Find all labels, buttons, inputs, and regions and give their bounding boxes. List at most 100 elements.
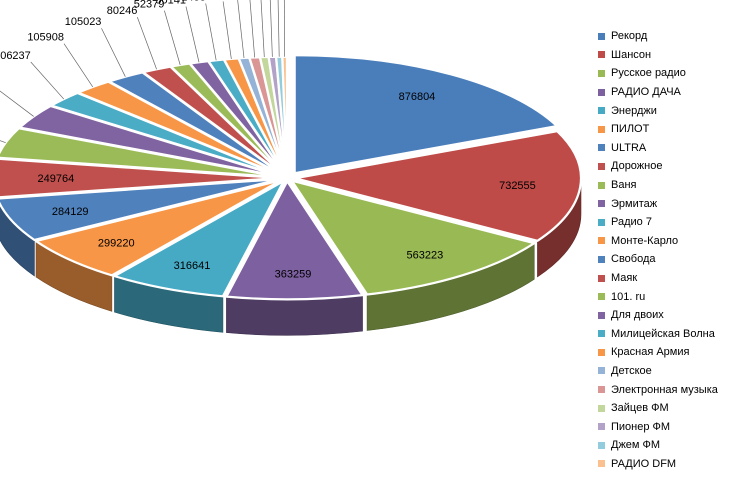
legend-label: Детское — [611, 364, 652, 377]
legend-swatch — [598, 423, 605, 431]
leader-line — [30, 61, 65, 100]
legend-label: Эрмитаж — [611, 197, 658, 210]
data-label: 732555 — [499, 180, 536, 192]
legend-label: РАДИО DFM — [611, 457, 677, 470]
pie-chart-svg: 876804 732555 563223 363259 316641 299220 2841… — [0, 0, 583, 336]
leader-line — [249, 0, 256, 58]
legend-item: Детское — [598, 362, 734, 381]
legend-swatch — [598, 274, 605, 282]
legend-item: Маяк — [598, 269, 734, 288]
legend-item: Русское радио — [598, 64, 734, 83]
pie-slice-0 — [293, 54, 559, 175]
legend-label: Зайцев ФМ — [611, 402, 669, 415]
legend-swatch — [598, 237, 605, 245]
legend-label: Милицейская Волна — [611, 327, 715, 340]
legend-item: Радио 7 — [598, 213, 734, 232]
legend-label: РАДИО ДАЧА — [611, 86, 681, 99]
legend-label: Свобода — [611, 253, 656, 266]
legend-swatch — [598, 218, 605, 226]
data-label: 52379 — [134, 0, 165, 11]
leader-line — [205, 3, 217, 61]
pie-slice-4 — [113, 179, 285, 298]
legend-swatch — [598, 330, 605, 338]
legend-item: Для двоих — [598, 306, 734, 325]
data-label: 105908 — [27, 32, 64, 44]
pie-slice-23 — [281, 55, 289, 176]
legend-swatch — [598, 200, 605, 208]
leader-line — [0, 90, 34, 117]
data-label: 284129 — [52, 206, 89, 218]
legend-item: Рекорд — [598, 27, 734, 46]
legend-label: ПИЛОТ — [611, 123, 650, 136]
data-label: 41488 — [175, 0, 206, 3]
legend-swatch — [598, 88, 605, 96]
chart-legend: Рекорд Шансон Русское радио РАДИО ДАЧА Энерд… — [598, 27, 734, 473]
leader-line — [164, 10, 181, 66]
leader-line — [260, 0, 265, 58]
legend-item: Красная Армия — [598, 343, 734, 362]
pie-slice-1 — [293, 130, 583, 242]
leader-line — [269, 0, 273, 57]
pie-slice-5 — [34, 179, 283, 277]
legend-label: Энерджи — [611, 104, 657, 117]
legend-swatch — [598, 125, 605, 133]
leader-line — [136, 16, 157, 70]
legend-item: Монте-Карло — [598, 232, 734, 251]
pie-chart: 876804 732555 563223 363259 316641 299220 2841… — [0, 0, 583, 336]
legend-item: 101. ru — [598, 287, 734, 306]
pie-slice-2 — [290, 179, 536, 296]
legend-item: ULTRA — [598, 139, 734, 158]
legend-item: Свобода — [598, 250, 734, 269]
legend-label: Радио 7 — [611, 216, 652, 229]
legend-item: Электронная музыка — [598, 380, 734, 399]
legend-item: РАДИО ДАЧА — [598, 83, 734, 102]
data-label: 299220 — [98, 237, 135, 249]
legend-label: Шансон — [611, 48, 652, 61]
legend-swatch — [598, 181, 605, 189]
legend-swatch — [598, 404, 605, 412]
legend-swatch — [598, 144, 605, 152]
pie-slice-side — [226, 294, 363, 336]
legend-swatch — [598, 107, 605, 115]
legend-swatch — [598, 386, 605, 394]
leader-line — [185, 6, 200, 63]
data-label: 363259 — [275, 268, 312, 280]
data-label: 249764 — [38, 173, 75, 185]
legend-swatch — [598, 32, 605, 40]
leader-line — [101, 28, 126, 77]
data-label: 106237 — [0, 50, 31, 62]
pie-slice-7 — [0, 157, 281, 199]
legend-swatch — [598, 293, 605, 301]
leader-line — [63, 43, 94, 88]
legend-label: Русское радио — [611, 67, 686, 80]
legend-label: Монте-Карло — [611, 234, 679, 247]
legend-item: ПИЛОТ — [598, 120, 734, 139]
legend-item: Пионер ФМ — [598, 417, 734, 436]
legend-swatch — [598, 162, 605, 170]
legend-item: Зайцев ФМ — [598, 399, 734, 418]
legend-label: Пионер ФМ — [611, 420, 671, 433]
legend-swatch — [598, 255, 605, 263]
legend-label: Для двоих — [611, 309, 664, 322]
data-label: 50141 — [155, 0, 186, 6]
legend-swatch — [598, 69, 605, 77]
legend-item: Джем ФМ — [598, 436, 734, 455]
legend-item: Милицейская Волна — [598, 325, 734, 344]
legend-item: Дорожное — [598, 157, 734, 176]
legend-swatch — [598, 311, 605, 319]
legend-item: Ваня — [598, 176, 734, 195]
pie-slice-3 — [225, 180, 364, 301]
legend-label: Маяк — [611, 272, 638, 285]
data-label: 105023 — [65, 16, 102, 28]
legend-label: Красная Армия — [611, 346, 690, 359]
legend-swatch — [598, 367, 605, 375]
leader-line — [237, 0, 245, 59]
legend-swatch — [598, 51, 605, 59]
data-label: 563223 — [406, 250, 443, 262]
legend-label: Рекорд — [611, 30, 648, 43]
legend-label: Электронная музыка — [611, 383, 718, 396]
legend-label: Ваня — [611, 179, 637, 192]
legend-label: ULTRA — [611, 141, 647, 154]
data-label: 876804 — [399, 91, 436, 103]
data-label: 80246 — [107, 5, 138, 17]
